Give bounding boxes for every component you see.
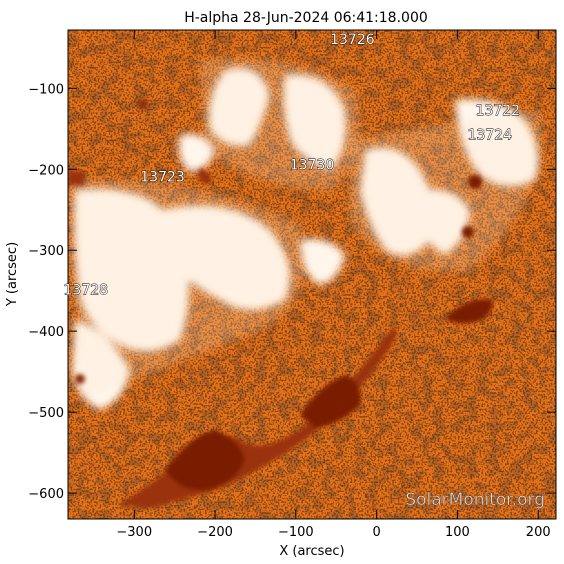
y-tick-label: −600 bbox=[28, 487, 64, 502]
x-tick-label: −300 bbox=[116, 525, 152, 540]
region-label-13726: 13726 bbox=[330, 32, 375, 48]
y-tick-label: −400 bbox=[28, 325, 64, 340]
region-label-13728: 13728 bbox=[64, 283, 109, 299]
region-label-13730: 13730 bbox=[290, 157, 335, 173]
x-axis-ticks: −300 −200 −100 0 100 200 bbox=[116, 30, 551, 540]
plot-frame bbox=[67, 29, 557, 520]
active-region-labels: 13726 13722 13724 13730 13723 13728 bbox=[63, 31, 521, 299]
x-axis-label: X (arcsec) bbox=[279, 544, 344, 559]
region-label-13723: 13723 bbox=[140, 169, 185, 185]
y-tick-label: −300 bbox=[28, 244, 64, 259]
x-tick-label: 200 bbox=[526, 525, 551, 540]
watermark: SolarMonitor.org bbox=[405, 490, 545, 510]
x-tick-label: 0 bbox=[372, 525, 380, 540]
y-tick-label: −100 bbox=[28, 82, 64, 97]
halpha-image bbox=[68, 30, 556, 519]
x-tick-label: −100 bbox=[278, 525, 314, 540]
chart-title: H-alpha 28-Jun-2024 06:41:18.000 bbox=[184, 10, 428, 26]
region-label-13724: 13724 bbox=[467, 127, 512, 143]
x-tick-label: −200 bbox=[197, 525, 233, 540]
x-tick-label: 100 bbox=[445, 525, 470, 540]
y-axis-ticks: −100 −200 −300 −400 −500 −600 bbox=[28, 82, 556, 502]
y-tick-label: −500 bbox=[28, 406, 64, 421]
filaments bbox=[68, 99, 493, 508]
y-axis-label: Y (arcsec) bbox=[5, 242, 20, 307]
plage-halos bbox=[70, 58, 542, 400]
y-tick-label: −200 bbox=[28, 163, 64, 178]
region-label-13722: 13722 bbox=[476, 103, 521, 119]
